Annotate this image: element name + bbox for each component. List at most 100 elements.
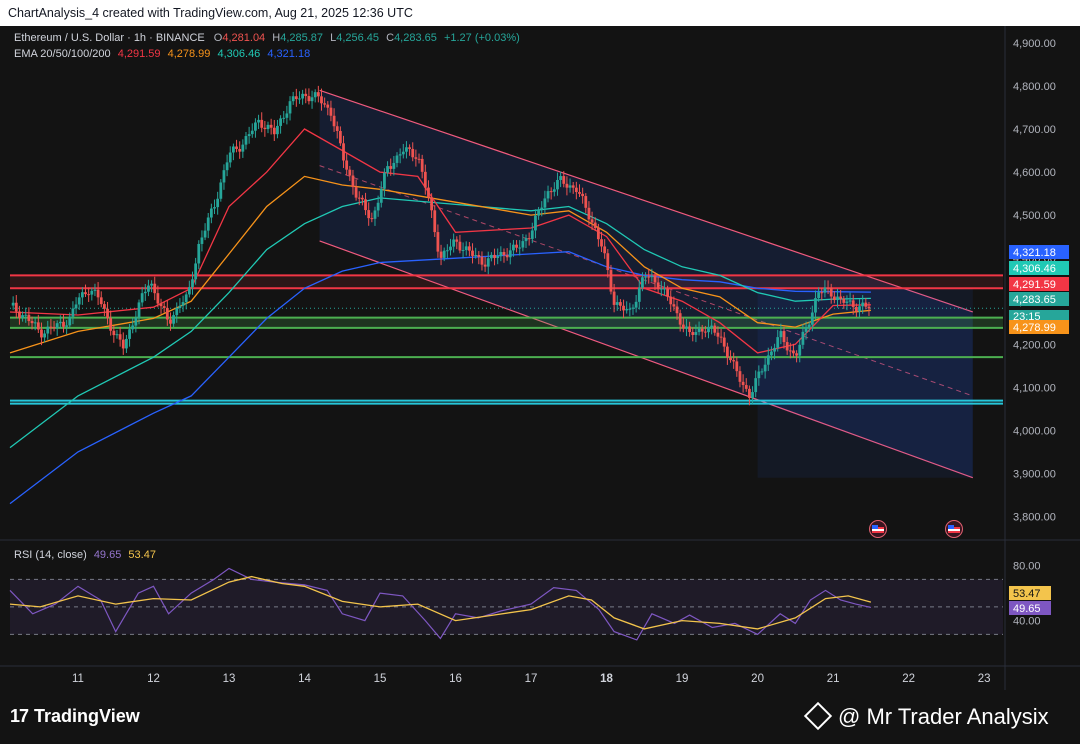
price-tag bbox=[1009, 320, 1069, 334]
rsi-tick-label: 40.00 bbox=[1013, 616, 1041, 628]
candle-body bbox=[219, 182, 223, 199]
candle-body bbox=[184, 294, 188, 303]
candle-body bbox=[467, 246, 471, 251]
rsi-line bbox=[9, 567, 872, 641]
price-tag bbox=[1009, 277, 1069, 291]
candle-body bbox=[546, 191, 550, 199]
x-tick-label: 17 bbox=[525, 673, 538, 685]
us-flag-event-icon[interactable] bbox=[945, 520, 963, 538]
candle-body bbox=[68, 316, 72, 326]
candle-body bbox=[766, 355, 770, 365]
candle-body bbox=[49, 326, 53, 328]
candle-body bbox=[304, 93, 308, 97]
candle-body bbox=[499, 251, 503, 257]
candle-body bbox=[502, 251, 506, 256]
tradingview-logo[interactable]: 17 TradingView bbox=[10, 706, 140, 727]
candle-body bbox=[260, 119, 264, 128]
diamond-logo-icon bbox=[803, 701, 833, 731]
candle-body bbox=[458, 241, 462, 251]
candle-body bbox=[436, 232, 440, 252]
candle-body bbox=[269, 124, 273, 128]
candle-body bbox=[235, 146, 238, 149]
rsi-ma-value: 53.47 bbox=[128, 549, 156, 561]
candle-body bbox=[102, 304, 106, 309]
candle-body bbox=[33, 322, 37, 324]
candle-body bbox=[807, 324, 811, 328]
candle-body bbox=[24, 314, 28, 316]
candle-body bbox=[735, 361, 739, 372]
candle-body bbox=[307, 96, 311, 102]
candle-body bbox=[231, 146, 235, 153]
candle-body bbox=[118, 334, 122, 340]
candle-body bbox=[294, 96, 298, 100]
close-label: C bbox=[386, 32, 395, 44]
candle-body bbox=[540, 207, 544, 210]
candle-body bbox=[137, 302, 141, 318]
candle-body bbox=[379, 188, 383, 203]
candle-body bbox=[128, 329, 131, 339]
candle-body bbox=[795, 353, 798, 356]
y-tick-label: 4,000.00 bbox=[1013, 425, 1056, 437]
candle-body bbox=[178, 305, 182, 309]
x-tick-label: 12 bbox=[147, 673, 160, 685]
us-flag-event-icon[interactable] bbox=[869, 520, 887, 538]
high-value: 4,285.87 bbox=[280, 32, 324, 44]
candle-body bbox=[125, 338, 128, 349]
brand-name: TradingView bbox=[34, 706, 140, 726]
candle-body bbox=[169, 319, 172, 324]
candle-body bbox=[395, 155, 399, 163]
candle-body bbox=[763, 364, 767, 372]
candle-body bbox=[622, 305, 625, 311]
y-tick-label: 3,900.00 bbox=[1013, 468, 1056, 480]
rsi-tick-label: 80.00 bbox=[1013, 561, 1041, 573]
candle-body bbox=[21, 315, 24, 318]
projection-zone bbox=[757, 288, 973, 478]
candle-body bbox=[376, 202, 380, 211]
candle-body bbox=[162, 306, 166, 308]
candle-body bbox=[562, 176, 566, 184]
candle-body bbox=[845, 301, 849, 303]
candle-body bbox=[596, 228, 600, 240]
price-tag-label: 4,321.18 bbox=[1013, 247, 1056, 259]
candle-body bbox=[521, 241, 525, 248]
candle-body bbox=[568, 185, 572, 188]
candle-body bbox=[782, 331, 786, 343]
rsi-tag-label: 49.65 bbox=[1013, 603, 1041, 615]
x-tick-label: 14 bbox=[298, 673, 311, 685]
candle-body bbox=[493, 254, 496, 259]
candle-body bbox=[52, 327, 56, 329]
candle-body bbox=[637, 287, 641, 302]
candle-body bbox=[206, 217, 210, 231]
y-tick-label: 4,600.00 bbox=[1013, 167, 1056, 179]
candle-body bbox=[628, 308, 632, 310]
candle-body bbox=[121, 339, 125, 349]
candle-body bbox=[593, 222, 597, 229]
candle-body bbox=[681, 324, 685, 329]
symbol-name: Ethereum / U.S. Dollar · 1h · BINANCE bbox=[14, 32, 205, 44]
candle-body bbox=[832, 296, 836, 301]
candle-body bbox=[310, 97, 314, 102]
candle-body bbox=[244, 136, 248, 145]
candle-body bbox=[323, 103, 327, 105]
candle-body bbox=[301, 93, 305, 99]
channel-layer bbox=[319, 89, 973, 479]
high-label: H bbox=[272, 32, 281, 44]
candle-body bbox=[581, 193, 585, 197]
candle-body bbox=[398, 154, 402, 156]
candle-body bbox=[858, 306, 861, 312]
rsi-ma-line bbox=[9, 575, 872, 630]
candle-body bbox=[36, 322, 40, 330]
candle-body bbox=[351, 175, 355, 188]
candle-body bbox=[225, 162, 229, 171]
candle-body bbox=[537, 209, 540, 216]
candle-body bbox=[389, 166, 393, 169]
candle-body bbox=[165, 307, 169, 320]
candle-body bbox=[656, 282, 660, 290]
candle-body bbox=[153, 283, 157, 294]
candle-body bbox=[282, 117, 286, 119]
candle-body bbox=[694, 332, 698, 335]
candle-body bbox=[688, 326, 692, 333]
candle-body bbox=[313, 92, 317, 98]
candle-body bbox=[659, 288, 663, 290]
